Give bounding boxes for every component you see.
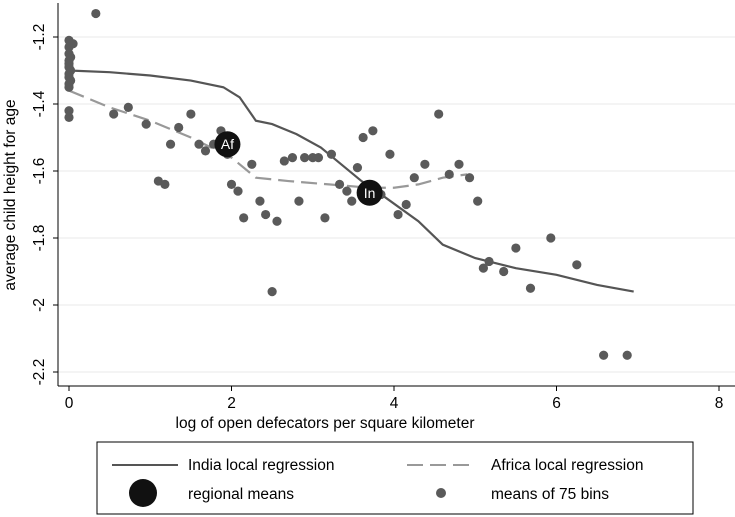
bin-mean-point: [499, 266, 509, 277]
bin-mean-point: [420, 159, 430, 169]
bin-mean-point: [287, 153, 298, 163]
bin-mean-point: [255, 196, 265, 206]
bin-mean-point: [233, 186, 243, 196]
bin-mean-point: [525, 283, 536, 293]
legend-marker-bins: [436, 488, 446, 498]
gridlines: [58, 36, 735, 373]
legend-box: [96, 441, 694, 515]
bin-mean-point: [326, 149, 337, 159]
x-tick-label: 8: [715, 395, 724, 412]
bin-mean-point: [342, 186, 352, 196]
regional-mean-label: Af: [221, 136, 234, 152]
africa-regression-line: [68, 89, 468, 189]
bin-mean-point: [473, 196, 483, 206]
bin-mean-point: [91, 8, 101, 19]
bin-mean-point: [247, 159, 257, 169]
bin-mean-point: [194, 139, 204, 149]
y-tick-label: -1.6: [31, 158, 48, 185]
bin-mean-point: [434, 109, 444, 119]
bin-mean-point: [200, 146, 211, 156]
bin-mean-point: [511, 243, 521, 253]
bin-mean-point: [358, 132, 368, 143]
bin-mean-point: [64, 42, 74, 52]
bin-mean-point: [320, 213, 330, 223]
legend-label-regional: regional means: [188, 486, 294, 503]
bin-mean-point: [385, 149, 395, 159]
plot-series: Af In: [64, 8, 634, 360]
bin-mean-point: [464, 173, 475, 183]
bin-mean-point: [454, 159, 464, 169]
bin-mean-point: [622, 350, 632, 360]
legend-label-india: India local regression: [188, 457, 334, 474]
bin-mean-point: [572, 260, 582, 270]
bin-mean-point: [186, 109, 196, 119]
x-tick-label: 6: [552, 395, 561, 412]
bin-mean-point: [313, 153, 324, 163]
y-tick-label: -1.8: [31, 225, 48, 252]
legend-label-africa: Africa local regression: [491, 457, 643, 474]
bin-mean-point: [300, 153, 310, 163]
bin-mean-point: [267, 287, 277, 297]
bin-mean-point: [141, 119, 151, 129]
y-tick-label: -1.4: [31, 90, 48, 117]
x-tick-label: 4: [390, 395, 399, 412]
bin-mean-point: [64, 106, 74, 116]
x-tick-label: 2: [227, 395, 236, 412]
bin-mean-point: [64, 112, 74, 122]
bin-mean-point: [347, 196, 357, 206]
bin-mean-point: [165, 139, 176, 149]
bin-mean-point: [279, 156, 289, 166]
bin-mean-point: [272, 216, 282, 226]
x-axis-ticks: 0 2 4 6 8: [65, 386, 724, 412]
bin-mean-point: [64, 82, 74, 92]
bin-mean-point: [401, 199, 411, 210]
bin-mean-point: [294, 196, 304, 206]
y-tick-label: -2.2: [31, 359, 48, 386]
regional-mean-marker: [356, 179, 383, 206]
bin-mean-point: [409, 173, 419, 183]
regional-mean-af: Af: [214, 131, 241, 158]
y-axis-label: average child height for age: [2, 99, 19, 290]
bin-mean-point: [261, 209, 271, 220]
bin-mean-point: [123, 102, 133, 112]
regional-mean-marker: [214, 131, 241, 158]
bin-mean-point: [109, 109, 119, 119]
y-tick-label: -1.2: [31, 24, 48, 51]
bin-mean-point: [160, 179, 170, 189]
bin-mean-point: [226, 179, 237, 189]
y-tick-label: -2: [31, 298, 48, 312]
bin-mean-point: [239, 213, 249, 223]
legend-label-bins: means of 75 bins: [491, 486, 609, 503]
bin-mean-point: [546, 233, 556, 243]
bin-mean-point: [484, 256, 494, 267]
x-axis-label: log of open defecators per square kilome…: [176, 415, 475, 432]
bin-mean-point: [444, 169, 454, 179]
bin-mean-point: [393, 209, 403, 220]
bin-mean-point: [334, 179, 345, 189]
regional-mean-in: In: [356, 179, 383, 206]
legend-marker-regional: [129, 479, 157, 507]
bin-mean-point: [478, 263, 488, 273]
regional-mean-label: In: [364, 185, 376, 201]
bin-mean-point: [368, 126, 378, 136]
bin-mean-point: [174, 122, 184, 133]
bin-mean-point: [599, 350, 609, 360]
bin-mean-point: [352, 163, 363, 173]
legend: India local regression Africa local regr…: [96, 441, 694, 515]
x-tick-label: 0: [65, 395, 74, 412]
y-axis-ticks: -1.2 -1.4 -1.6 -1.8 -2 -2.2: [31, 24, 58, 386]
